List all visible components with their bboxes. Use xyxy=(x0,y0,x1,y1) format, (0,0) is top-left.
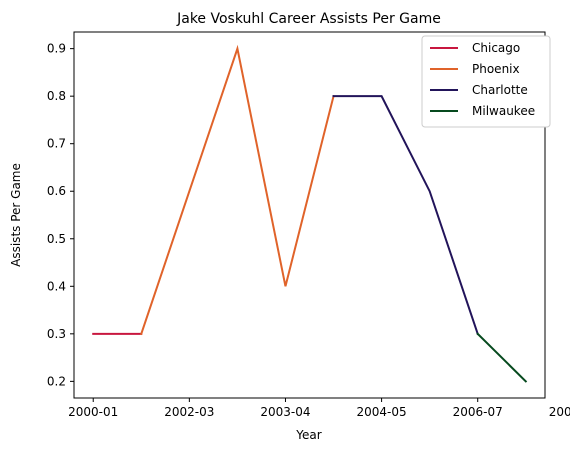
legend-label-milwaukee: Milwaukee xyxy=(472,104,535,118)
y-tick-label: 0.9 xyxy=(47,42,66,56)
y-tick-label: 0.5 xyxy=(47,232,66,246)
chart-title: Jake Voskuhl Career Assists Per Game xyxy=(176,11,441,27)
legend-box xyxy=(421,35,551,128)
x-tick-label: 2000-01 xyxy=(68,405,118,419)
x-tick-label: 2006-07 xyxy=(453,405,503,419)
y-tick-label: 0.3 xyxy=(47,327,66,341)
legend-label-chicago: Chicago xyxy=(472,41,520,55)
legend-label-charlotte: Charlotte xyxy=(472,83,528,97)
y-tick-label: 0.8 xyxy=(47,89,66,103)
y-tick-label: 0.2 xyxy=(47,374,66,388)
y-axis: 0.2 0.3 0.4 0.5 0.6 0.7 0.8 0.9 xyxy=(47,42,74,388)
y-axis-label: Assists Per Game xyxy=(9,163,23,267)
series-line-milwaukee xyxy=(476,332,528,383)
series-layer xyxy=(92,44,528,383)
y-tick-label: 0.7 xyxy=(47,137,66,151)
y-tick-label: 0.6 xyxy=(47,184,66,198)
series-line-charlotte xyxy=(332,95,479,336)
legend: Chicago Phoenix Charlotte Milwaukee xyxy=(421,35,551,128)
x-tick-label: 2008-09 xyxy=(549,405,570,419)
legend-label-phoenix: Phoenix xyxy=(472,62,520,76)
x-tick-label: 2004-05 xyxy=(357,405,407,419)
x-tick-label: 2003-04 xyxy=(260,405,310,419)
x-axis-label: Year xyxy=(295,428,321,442)
plot-frame xyxy=(73,31,546,399)
x-axis: 2000-01 2002-03 2003-04 2004-05 2006-07 2008-… xyxy=(68,398,570,419)
y-tick-label: 0.4 xyxy=(47,279,66,293)
series-line-phoenix xyxy=(140,44,335,336)
x-tick-label: 2002-03 xyxy=(164,405,214,419)
